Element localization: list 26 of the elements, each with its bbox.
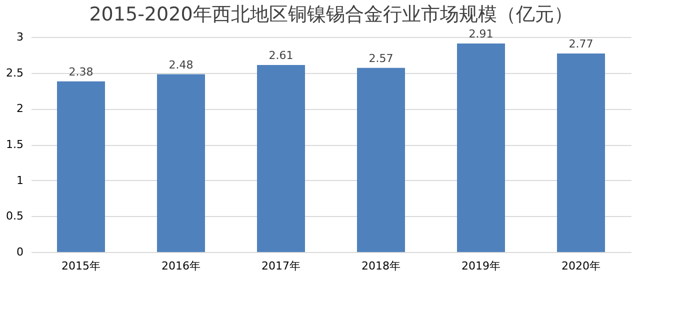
data-label: 2.57 [368, 52, 394, 65]
x-tick-label: 2020年 [562, 260, 600, 272]
data-label: 2.48 [168, 58, 194, 72]
y-tick-label: 0.5 [6, 210, 24, 223]
y-tick-label: 2.5 [6, 66, 24, 80]
bar [557, 53, 605, 252]
x-tick-label: 2019年 [462, 260, 500, 272]
x-tick-label: 2018年 [362, 260, 400, 272]
y-tick-label: 3 [16, 30, 24, 44]
y-tick-label: 0 [16, 246, 24, 258]
x-tick-label: 2016年 [162, 260, 200, 272]
data-label: 2.61 [268, 48, 294, 62]
y-tick-label: 1.5 [6, 138, 24, 151]
y-tick-label: 1 [16, 174, 24, 187]
bar [157, 74, 205, 252]
bar [257, 64, 305, 252]
bar [57, 81, 105, 252]
x-tick-label: 2017年 [262, 260, 300, 272]
chart-title: 2015-2020年西北地区铜镍锡合金行业市场规模（亿元） [89, 3, 573, 26]
bar [457, 43, 505, 252]
bar [357, 68, 405, 252]
x-tick-label: 2015年 [62, 260, 100, 272]
data-label: 2.38 [68, 65, 94, 78]
y-tick-label: 2 [16, 102, 24, 116]
data-label: 2.77 [568, 37, 594, 50]
data-label: 2.91 [468, 27, 494, 40]
